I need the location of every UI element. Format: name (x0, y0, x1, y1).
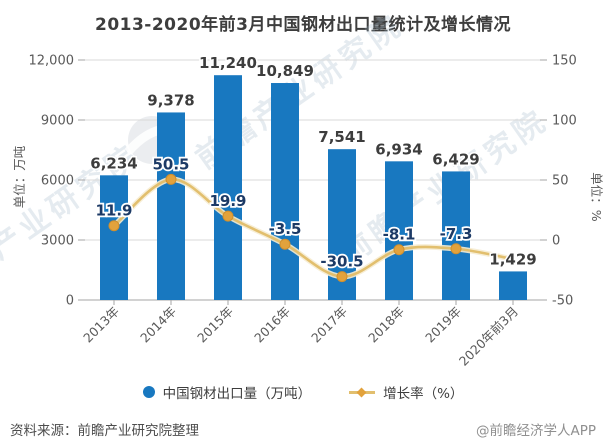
right-axis-tick-label: 100 (552, 114, 577, 129)
x-axis-label: 2013年 (80, 304, 122, 346)
right-axis-tick-label: 150 (552, 54, 577, 69)
x-axis-label: 2019年 (422, 304, 464, 346)
bar-value-label: 6,234 (90, 154, 137, 172)
line-value-label: -7.3 (440, 225, 473, 243)
legend-line-marker-icon (349, 386, 376, 398)
chart-title: 2013-2020年前3月中国钢材出口量统计及增长情况 (94, 15, 511, 35)
bar (157, 112, 185, 300)
left-axis-tick-label: 12,000 (29, 54, 75, 69)
credit-text: @前瞻经济学人APP (475, 423, 596, 439)
x-axis-label: 2020年前3月 (456, 304, 521, 369)
right-axis-title: 单位：% (589, 172, 604, 222)
x-axis-label: 2015年 (194, 304, 236, 346)
bar-value-label: 6,934 (375, 140, 422, 158)
line-value-label: 19.9 (209, 192, 246, 210)
x-axis-label: 2014年 (137, 304, 179, 346)
bar (100, 175, 128, 300)
x-axis-label: 2017年 (308, 304, 350, 346)
bar-value-label: 6,429 (432, 150, 479, 168)
legend-item-exports: 中国钢材出口量（万吨） (142, 382, 312, 402)
line-value-label: 50.5 (152, 155, 189, 173)
left-axis-title: 单位：万吨 (12, 145, 27, 208)
bar (442, 171, 470, 300)
data-source-text: 资料来源：前瞻产业研究院整理 (10, 423, 199, 439)
line-point (108, 220, 120, 232)
line-value-label: -3.5 (269, 220, 302, 238)
bar-value-label: 9,378 (147, 91, 194, 109)
bar-value-label: 1,429 (489, 250, 536, 268)
chart-canvas: 前瞻产业研究院前瞻产业研究院前瞻产业研究院12,0001509000100600… (0, 7, 604, 369)
line-point (222, 210, 234, 222)
legend-item-growth: 增长率（%） (349, 382, 463, 402)
bar-value-label: 7,541 (318, 128, 365, 146)
bar-value-label: 11,240 (199, 54, 257, 72)
footer: 资料来源：前瞻产业研究院整理 @前瞻经济学人APP (0, 419, 606, 439)
bar-value-label: 10,849 (256, 62, 314, 80)
legend-bar-marker-icon (142, 386, 155, 398)
x-axis-label: 2016年 (251, 304, 293, 346)
line-point (165, 173, 177, 185)
right-axis-tick-label: 50 (552, 174, 569, 189)
chart-legend: 中国钢材出口量（万吨） 增长率（%） (0, 381, 606, 403)
left-axis-tick-label: 9000 (41, 114, 74, 129)
right-axis-tick-label: -50 (552, 294, 573, 309)
legend-bar-label: 中国钢材出口量（万吨） (162, 386, 312, 402)
legend-line-label: 增长率（%） (383, 386, 464, 402)
line-point (450, 243, 462, 255)
left-axis-tick-label: 6000 (41, 174, 74, 189)
line-point (336, 271, 348, 283)
left-axis-tick-label: 3000 (41, 234, 74, 249)
line-value-label: -30.5 (320, 253, 363, 271)
line-value-label: -8.1 (383, 226, 416, 244)
left-axis-tick-label: 0 (66, 294, 74, 309)
line-point (393, 244, 405, 256)
line-point (279, 238, 291, 250)
bar (214, 75, 242, 300)
x-axis-label: 2018年 (365, 304, 407, 346)
line-value-label: 11.9 (95, 202, 132, 220)
right-axis-tick-label: 0 (552, 234, 560, 249)
bar (271, 83, 299, 301)
bar (385, 161, 413, 300)
bar (499, 271, 527, 300)
